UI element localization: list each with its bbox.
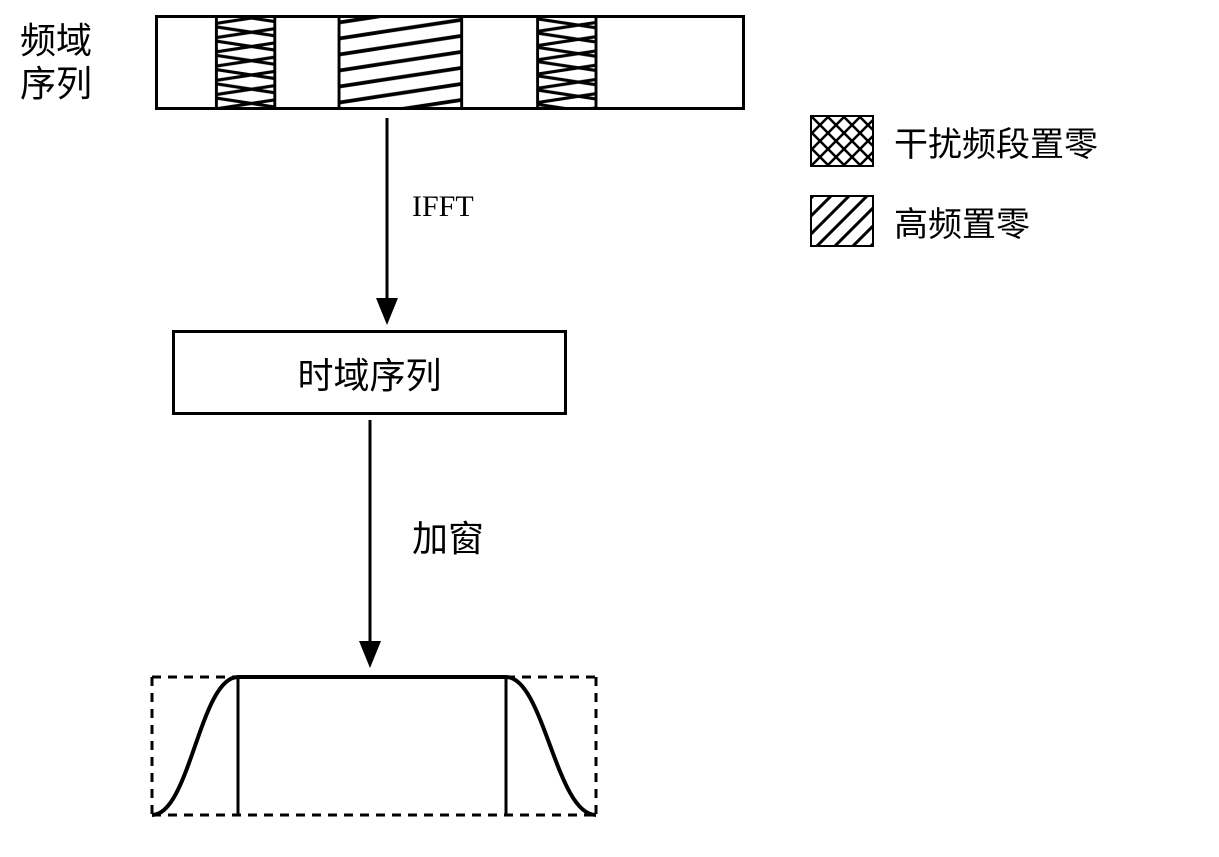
crosshatch-swatch [810,115,874,167]
legend-interference-label: 干扰频段置零 [894,117,1098,166]
legend-item-interference: 干扰频段置零 [810,115,1098,167]
window-shape [150,675,598,825]
time-domain-box: 时域序列 [172,330,567,415]
windowing-label: 加窗 [412,510,484,562]
legend-highfreq-label: 高频置零 [894,197,1030,246]
time-domain-label: 时域序列 [297,347,441,399]
legend-item-highfreq: 高频置零 [810,195,1098,247]
arrow-ifft [372,118,402,325]
freq-domain-label-line1: 频域 [20,20,92,63]
diagonal-swatch [810,195,874,247]
freq-domain-label-line2: 序列 [20,63,92,106]
legend: 干扰频段置零 高频置零 [810,115,1098,247]
arrow-window [355,420,385,668]
ifft-label: IFFT [412,190,474,224]
freq-domain-label: 频域 序列 [20,20,92,106]
freq-sequence-bar [155,15,745,110]
